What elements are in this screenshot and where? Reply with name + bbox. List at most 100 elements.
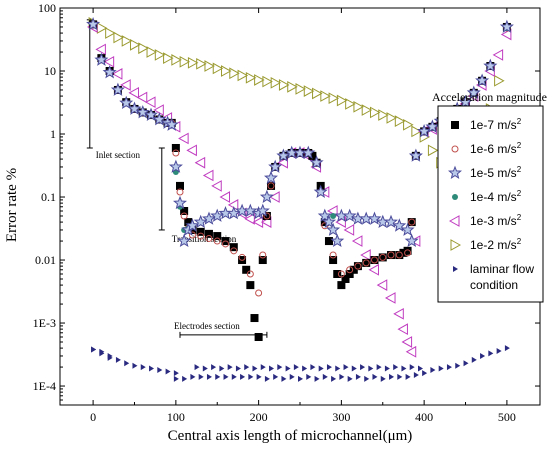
data-point xyxy=(262,211,271,220)
data-point xyxy=(370,256,379,265)
x-tick-label: 300 xyxy=(332,410,350,424)
legend-marker xyxy=(448,215,460,227)
y-tick-label: 0.1 xyxy=(41,190,56,204)
data-point xyxy=(210,208,225,222)
data-point xyxy=(378,109,389,121)
data-point xyxy=(196,227,205,236)
legend-label: 1e-6 m/s2 xyxy=(470,141,522,156)
data-point xyxy=(500,28,512,41)
data-point xyxy=(399,248,408,257)
data-point xyxy=(405,373,411,380)
data-point xyxy=(128,87,139,99)
data-point xyxy=(248,373,254,380)
data-point xyxy=(194,364,200,371)
data-point xyxy=(324,237,333,246)
data-point xyxy=(231,373,237,380)
data-point xyxy=(393,307,404,320)
data-point xyxy=(91,346,97,353)
data-point xyxy=(397,373,403,380)
data-point xyxy=(269,365,275,372)
data-point xyxy=(393,364,399,371)
data-point xyxy=(211,364,217,371)
data-point xyxy=(105,27,116,39)
data-point xyxy=(173,375,179,382)
data-point xyxy=(186,144,197,157)
data-point xyxy=(230,247,238,255)
data-point xyxy=(171,54,182,66)
data-point xyxy=(405,345,417,358)
data-point xyxy=(329,256,338,265)
data-point xyxy=(285,365,291,372)
data-point xyxy=(259,189,274,204)
data-point xyxy=(258,256,267,265)
data-point xyxy=(196,57,207,70)
data-point xyxy=(185,218,200,232)
legend-label: 1e-3 m/s2 xyxy=(470,213,522,228)
data-point xyxy=(287,81,298,93)
data-point xyxy=(322,373,328,380)
data-point xyxy=(264,375,270,382)
data-point xyxy=(262,75,273,88)
data-point xyxy=(401,365,407,372)
y-tick-label: 0.01 xyxy=(35,253,56,267)
data-point xyxy=(244,364,250,371)
data-point xyxy=(213,237,221,245)
data-point xyxy=(256,373,262,380)
data-point xyxy=(276,148,291,162)
data-point xyxy=(273,373,279,380)
x-tick-label: 0 xyxy=(90,410,96,424)
data-point xyxy=(173,195,187,210)
data-point xyxy=(310,364,316,371)
data-point xyxy=(244,213,255,225)
data-point xyxy=(127,101,142,115)
data-point xyxy=(379,253,387,261)
data-point xyxy=(111,68,123,80)
data-point xyxy=(409,364,415,371)
data-point xyxy=(267,182,275,190)
data-point xyxy=(267,181,276,190)
data-point xyxy=(362,259,370,267)
data-point xyxy=(168,159,183,173)
data-point xyxy=(277,364,283,371)
data-point xyxy=(153,104,164,116)
data-point xyxy=(422,370,428,377)
legend-marker xyxy=(453,266,458,272)
data-point xyxy=(277,156,288,169)
data-point xyxy=(346,266,354,274)
legend-label-superscript: 2 xyxy=(517,117,522,126)
legend-marker xyxy=(451,145,459,153)
y-tick-label: 1E-3 xyxy=(33,316,56,330)
y-tick-label: 1E-4 xyxy=(33,379,56,393)
data-point xyxy=(202,211,217,225)
data-point xyxy=(331,375,337,382)
legend-label: 1e-4 m/s2 xyxy=(470,189,522,204)
legend-label-line2: condition xyxy=(470,278,518,292)
data-point xyxy=(86,17,101,31)
data-point xyxy=(409,235,421,247)
legend-marker xyxy=(451,121,459,129)
data-point xyxy=(438,365,444,372)
data-point xyxy=(494,74,505,87)
data-point xyxy=(202,365,208,372)
y-tick-label: 1 xyxy=(50,127,56,141)
data-point xyxy=(407,218,416,227)
data-point xyxy=(370,256,378,264)
y-axis-title: Error rate % xyxy=(4,168,20,242)
data-point xyxy=(337,281,346,290)
data-point xyxy=(446,364,452,371)
x-tick-label: 200 xyxy=(250,410,268,424)
data-point xyxy=(353,262,362,271)
data-point xyxy=(341,274,350,283)
data-point xyxy=(171,143,180,152)
data-point xyxy=(177,233,192,248)
data-point xyxy=(243,203,258,217)
data-point xyxy=(269,191,280,203)
data-point xyxy=(202,169,214,182)
data-point xyxy=(395,251,403,259)
data-point xyxy=(227,364,233,371)
data-point xyxy=(198,373,204,380)
legend-title: Acceleration magnitude xyxy=(432,90,547,104)
data-point xyxy=(401,336,413,348)
data-point xyxy=(492,49,504,61)
